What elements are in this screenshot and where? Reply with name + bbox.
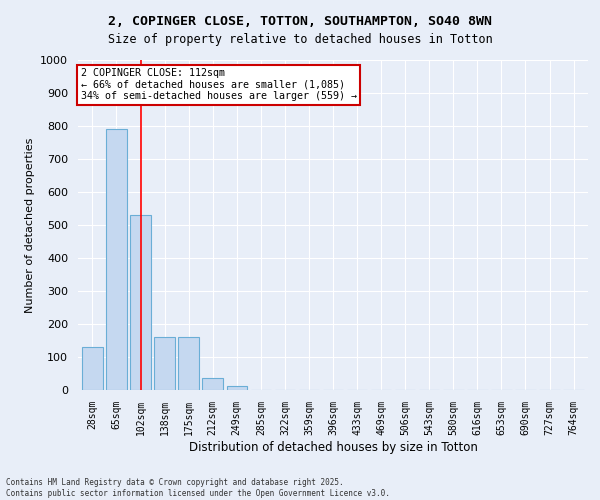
Bar: [82, 347, 103, 390]
Text: 2, COPINGER CLOSE, TOTTON, SOUTHAMPTON, SO40 8WN: 2, COPINGER CLOSE, TOTTON, SOUTHAMPTON, …: [108, 15, 492, 28]
Y-axis label: Number of detached properties: Number of detached properties: [25, 138, 35, 312]
Text: Size of property relative to detached houses in Totton: Size of property relative to detached ho…: [107, 32, 493, 46]
Bar: [106, 130, 127, 390]
Bar: [130, 215, 151, 390]
Bar: [154, 337, 175, 390]
Bar: [202, 378, 223, 390]
Bar: [178, 337, 199, 390]
Bar: [227, 386, 247, 390]
Text: Contains HM Land Registry data © Crown copyright and database right 2025.
Contai: Contains HM Land Registry data © Crown c…: [6, 478, 390, 498]
Text: 2 COPINGER CLOSE: 112sqm
← 66% of detached houses are smaller (1,085)
34% of sem: 2 COPINGER CLOSE: 112sqm ← 66% of detach…: [80, 68, 356, 102]
X-axis label: Distribution of detached houses by size in Totton: Distribution of detached houses by size …: [188, 440, 478, 454]
